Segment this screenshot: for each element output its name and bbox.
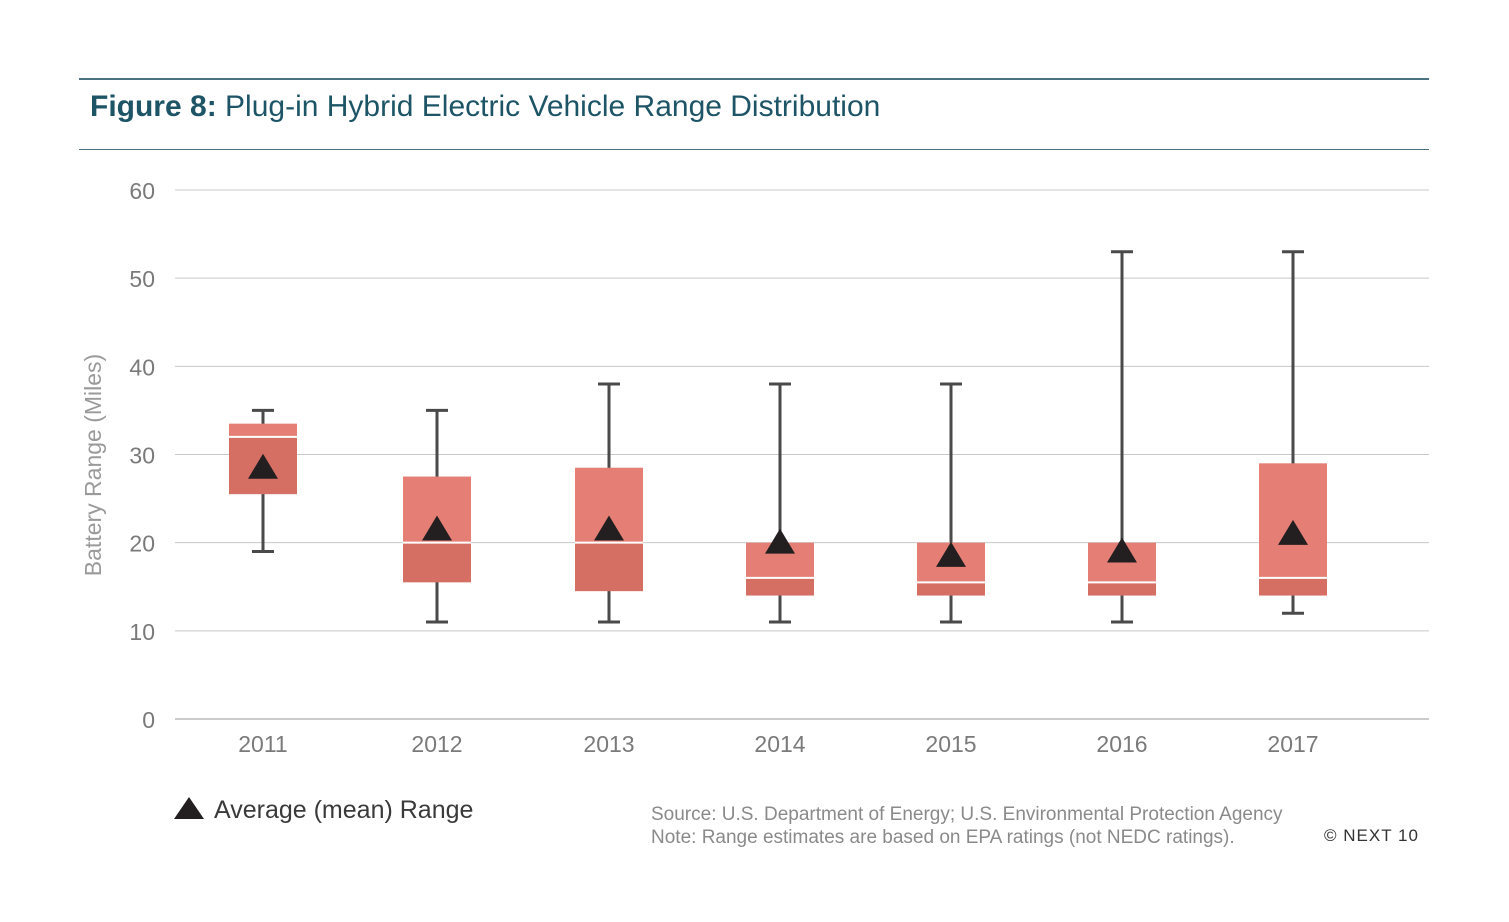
mean-marker: [765, 528, 795, 554]
source-notes: Source: U.S. Department of Energy; U.S. …: [651, 803, 1283, 849]
note-text: Note: Range estimates are based on EPA r…: [651, 827, 1235, 848]
y-tick-label: 0: [142, 707, 155, 733]
y-axis-label: Battery Range (Miles): [80, 354, 106, 576]
mean-marker: [1107, 537, 1137, 563]
mean-marker: [1278, 519, 1308, 545]
y-tick-label: 40: [129, 354, 155, 380]
box-lower-quartile: [1088, 582, 1156, 596]
boxes: [229, 250, 1327, 624]
box-lower-quartile: [575, 542, 643, 592]
y-axis-ticks: 0 10 20 30 40 50 60: [129, 178, 155, 733]
box-2011: [229, 408, 297, 553]
legend-label: Average (mean) Range: [214, 796, 474, 824]
figure-title: Figure 8: Plug-in Hybrid Electric Vehicl…: [90, 90, 880, 124]
box-2013: [575, 382, 643, 624]
x-tick-label: 2011: [238, 731, 287, 757]
box-2016: [1088, 250, 1156, 624]
y-tick-label: 10: [129, 619, 155, 645]
x-tick-label: 2013: [583, 731, 634, 757]
figure-label: Figure 8:: [90, 90, 217, 123]
title-bottom-rule: [79, 149, 1429, 150]
x-tick-label: 2017: [1267, 731, 1318, 757]
mean-marker: [936, 541, 966, 567]
mean-marker: [422, 515, 452, 541]
source-text: Source: U.S. Department of Energy; U.S. …: [651, 804, 1283, 825]
x-tick-label: 2012: [411, 731, 462, 757]
y-tick-label: 20: [129, 531, 155, 557]
x-tick-label: 2014: [754, 731, 805, 757]
box-lower-quartile: [746, 577, 814, 596]
triangle-marker-icon: [174, 797, 204, 819]
box-2014: [746, 382, 814, 624]
box-2012: [403, 408, 471, 624]
x-tick-label: 2015: [925, 731, 976, 757]
y-tick-label: 50: [129, 266, 155, 292]
legend: Average (mean) Range: [174, 796, 473, 825]
box-lower-quartile: [403, 542, 471, 583]
box-2015: [917, 382, 985, 624]
figure-title-text: Plug-in Hybrid Electric Vehicle Range Di…: [225, 90, 881, 123]
y-tick-label: 60: [129, 178, 155, 204]
mean-marker: [594, 515, 624, 541]
box-lower-quartile: [917, 582, 985, 596]
copyright: © NEXT 10: [1324, 826, 1419, 845]
box-2017: [1259, 250, 1327, 615]
mean-marker: [248, 453, 278, 479]
x-tick-label: 2016: [1096, 731, 1147, 757]
box-upper-quartile: [229, 423, 297, 437]
y-tick-label: 30: [129, 443, 155, 469]
grid-lines: [175, 189, 1429, 720]
box-lower-quartile: [1259, 577, 1327, 596]
x-axis-ticks: 2011 2012 2013 2014 2015 2016 2017: [238, 731, 1318, 757]
title-top-rule: [79, 78, 1429, 80]
